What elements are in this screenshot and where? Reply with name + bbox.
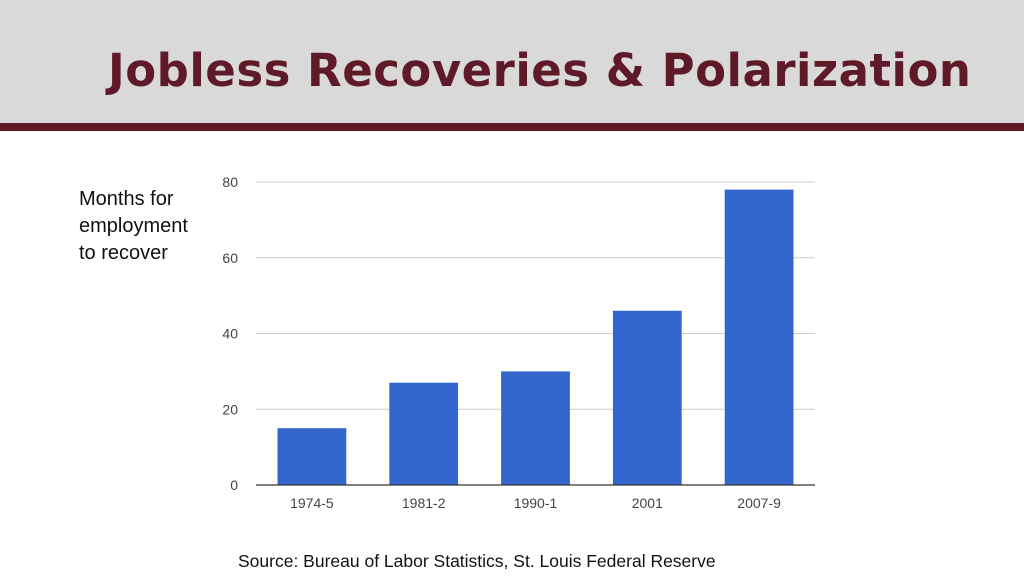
bar [389, 382, 459, 485]
y-tick-label: 20 [222, 401, 238, 417]
x-tick-label: 2001 [632, 495, 663, 511]
bar [501, 371, 570, 485]
y-axis-label-line: Months for [79, 188, 174, 210]
x-tick-label: 1990-1 [514, 495, 558, 511]
y-tick-label: 80 [222, 174, 238, 190]
bar [612, 310, 682, 485]
y-axis-label-line: to recover [79, 242, 168, 264]
y-tick-label: 40 [222, 326, 238, 342]
y-tick-label: 60 [222, 250, 238, 266]
header-band [0, 0, 1024, 123]
y-axis-label-line: employment [79, 215, 188, 237]
y-axis-label: Months for employment to recover [79, 186, 219, 267]
header-divider [0, 123, 1024, 131]
x-tick-label: 1974-5 [290, 495, 334, 511]
x-tick-label: 1981-2 [402, 495, 446, 511]
slide-title: Jobless Recoveries & Polarization [108, 44, 972, 97]
bar [277, 428, 347, 485]
x-tick-label: 2007-9 [737, 495, 781, 511]
y-tick-label: 0 [230, 477, 238, 493]
bar [724, 189, 794, 485]
source-note: Source: Bureau of Labor Statistics, St. … [238, 551, 716, 571]
